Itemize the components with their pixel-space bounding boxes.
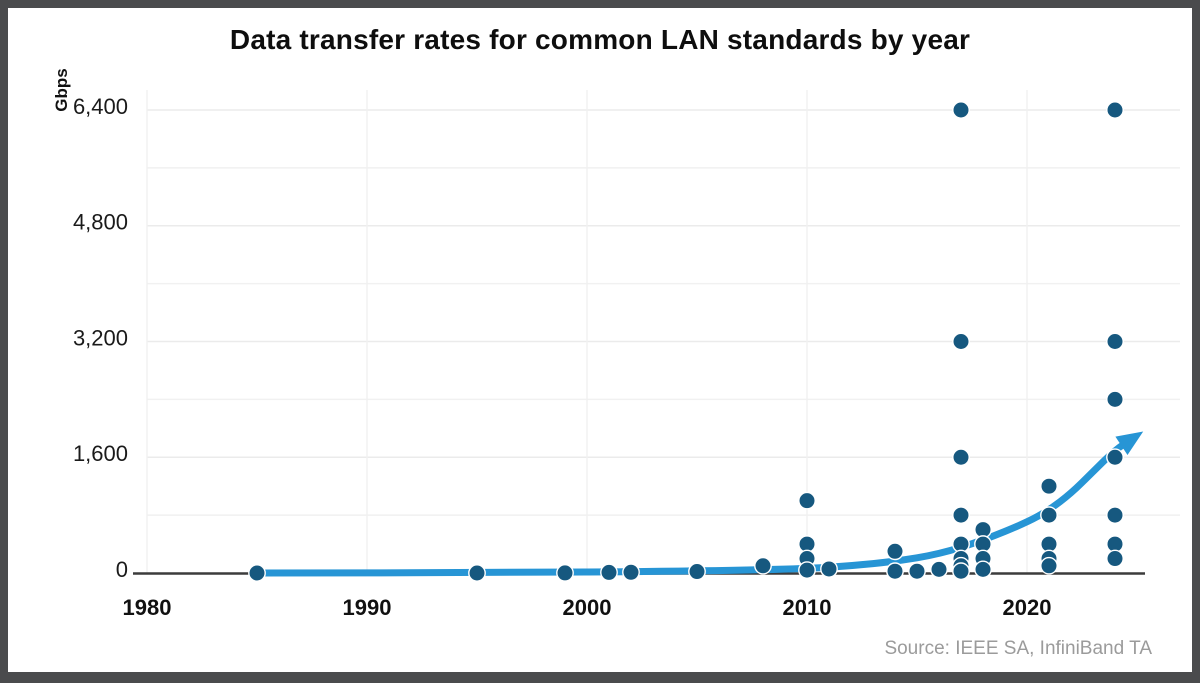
x-tick-label: 2020 xyxy=(1003,595,1052,620)
data-point xyxy=(1040,506,1058,525)
data-point xyxy=(1106,506,1124,525)
data-point xyxy=(974,560,992,579)
data-point xyxy=(930,560,948,579)
data-point xyxy=(952,506,970,525)
data-point xyxy=(1106,448,1124,467)
data-point xyxy=(1040,477,1058,496)
y-tick-label: 4,800 xyxy=(73,210,128,235)
data-point xyxy=(798,491,816,510)
x-tick-label: 2000 xyxy=(563,595,612,620)
data-point xyxy=(1106,101,1124,119)
data-point xyxy=(952,448,970,467)
data-point xyxy=(468,564,486,582)
x-tick-label: 2010 xyxy=(783,595,832,620)
data-point xyxy=(248,564,266,582)
y-tick-label: 3,200 xyxy=(73,325,128,350)
data-point xyxy=(952,562,970,581)
y-tick-label: 1,600 xyxy=(73,441,128,466)
chart-canvas: Data transfer rates for common LAN stand… xyxy=(8,8,1192,672)
data-point xyxy=(886,562,904,581)
y-tick-label: 0 xyxy=(116,557,128,582)
x-tick-label: 1980 xyxy=(123,595,172,620)
data-point xyxy=(886,542,904,561)
data-point xyxy=(754,556,772,575)
y-axis-unit-label: Gbps xyxy=(52,68,71,112)
data-point xyxy=(1040,556,1058,575)
chart-title: Data transfer rates for common LAN stand… xyxy=(229,24,971,55)
data-point xyxy=(820,560,838,578)
scatter-plot: 0 1,600 3,200 4,800 6,400 1980 1990 2000 2010 202… xyxy=(73,90,1180,620)
data-point xyxy=(622,563,640,582)
trend-line xyxy=(253,433,1139,577)
data-point xyxy=(556,564,574,582)
data-point xyxy=(952,332,970,351)
data-point xyxy=(908,562,926,581)
data-point xyxy=(952,101,970,119)
trend-arrowhead xyxy=(1115,431,1144,455)
data-point xyxy=(1106,390,1124,409)
data-point xyxy=(600,563,618,582)
data-point xyxy=(798,561,816,580)
x-tick-label: 1990 xyxy=(343,595,392,620)
data-point xyxy=(1106,549,1124,568)
data-point xyxy=(1106,332,1124,351)
source-note: Source: IEEE SA, InfiniBand TA xyxy=(884,638,1152,659)
data-point xyxy=(688,562,706,581)
y-tick-label: 6,400 xyxy=(73,94,128,119)
